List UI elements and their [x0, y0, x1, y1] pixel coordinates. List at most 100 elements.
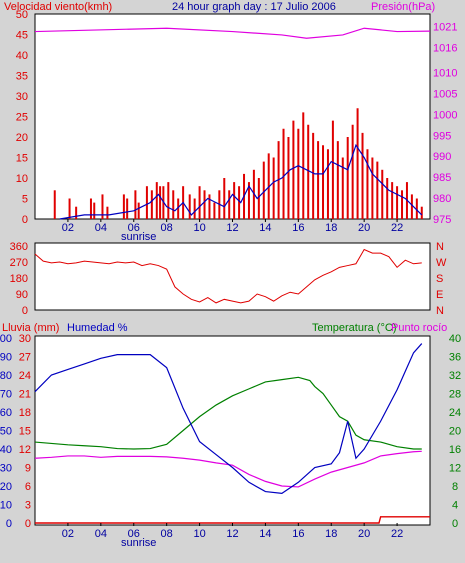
pressure-tick-label: 1016 — [433, 42, 457, 54]
wind-tick-label: 45 — [16, 30, 28, 42]
rain-tick-label: 0 — [25, 518, 31, 530]
x-tick-label: 02 — [62, 528, 74, 540]
pressure-tick-label: 975 — [433, 214, 451, 226]
temp-tick-label: 20 — [449, 426, 461, 438]
x-tick-label: 10 — [193, 222, 205, 234]
rain-tick-label: 18 — [19, 407, 31, 419]
humidity-axis-label: Humedad % — [67, 322, 128, 334]
humidity-tick-label: 60 — [0, 407, 12, 419]
wind-tick-label: 40 — [16, 50, 28, 62]
pressure-tick-label: 1021 — [433, 22, 457, 34]
direction-line — [34, 248, 422, 304]
pressure-tick-label: 1005 — [433, 88, 457, 100]
pressure-line — [34, 27, 431, 39]
humidity-tick-label: 100 — [0, 333, 12, 345]
rain-tick-label: 15 — [19, 426, 31, 438]
rain-tick-label: 12 — [19, 444, 31, 456]
direction-tick-label: 180 — [10, 273, 28, 285]
x-tick-label: 14 — [259, 528, 271, 540]
direction-tick-label: 90 — [16, 289, 28, 301]
x-tick-label: 08 — [161, 222, 173, 234]
x-tick-label: 16 — [292, 528, 304, 540]
x-tick-label: 16 — [292, 222, 304, 234]
wind-tick-label: 5 — [22, 194, 28, 206]
x-tick-label: 04 — [95, 528, 107, 540]
x-tick-label: 18 — [325, 528, 337, 540]
compass-tick-label: S — [436, 273, 443, 285]
temp-axis-label: Temperatura (°C) — [312, 322, 396, 334]
sunrise-label: sunrise — [121, 537, 156, 549]
pressure-tick-label: 980 — [433, 193, 451, 205]
x-tick-label: 06 — [128, 528, 140, 540]
direction-tick-label: 360 — [10, 241, 28, 253]
dewpoint-axis-label: Punto rocío — [391, 322, 447, 334]
compass-tick-label: N — [436, 305, 444, 317]
pressure-tick-label: 985 — [433, 172, 451, 184]
rain-tick-label: 6 — [25, 481, 31, 493]
x-tick-label: 14 — [259, 222, 271, 234]
rain-tick-label: 9 — [25, 463, 31, 475]
temperature-line — [34, 376, 422, 450]
sunrise-label: sunrise — [121, 231, 156, 243]
temp-tick-label: 8 — [452, 481, 458, 493]
wind-lines — [34, 27, 431, 220]
humidity-tick-label: 90 — [0, 352, 12, 364]
wind-tick-label: 50 — [16, 9, 28, 21]
rain-axis-label: Lluvia (mm) — [2, 322, 59, 334]
pressure-tick-label: 1010 — [433, 68, 457, 80]
direction-tick-label: 0 — [22, 305, 28, 317]
humidity-tick-label: 30 — [0, 463, 12, 475]
temp-tick-label: 32 — [449, 370, 461, 382]
wind-plot-area — [34, 13, 431, 220]
temp-series — [34, 343, 430, 524]
x-tick-label: 04 — [95, 222, 107, 234]
direction-series — [34, 248, 422, 304]
compass-tick-label: W — [436, 257, 447, 269]
rain-line — [35, 516, 430, 524]
temp-tick-label: 28 — [449, 389, 461, 401]
wind-tick-label: 10 — [16, 173, 28, 185]
humidity-line — [34, 343, 423, 495]
humidity-tick-label: 70 — [0, 389, 12, 401]
humidity-tick-label: 10 — [0, 500, 12, 512]
wind-bars — [53, 108, 423, 219]
x-tick-label: 20 — [358, 528, 370, 540]
humidity-tick-label: 0 — [6, 518, 12, 530]
rain-tick-label: 21 — [19, 389, 31, 401]
rain-tick-label: 30 — [19, 333, 31, 345]
temp-tick-label: 24 — [449, 407, 461, 419]
chart-title: 24 hour graph day : 17 Julio 2006 — [172, 1, 336, 13]
wind-tick-label: 25 — [16, 112, 28, 124]
rain-tick-label: 24 — [19, 370, 31, 382]
wind-tick-label: 35 — [16, 71, 28, 83]
x-tick-label: 10 — [193, 528, 205, 540]
compass-tick-label: N — [436, 241, 444, 253]
gust-line — [59, 143, 423, 220]
temp-tick-label: 16 — [449, 444, 461, 456]
x-tick-label: 20 — [358, 222, 370, 234]
temp-tick-label: 12 — [449, 463, 461, 475]
direction-tick-label: 270 — [10, 257, 28, 269]
x-tick-label: 12 — [226, 222, 238, 234]
humidity-tick-label: 50 — [0, 426, 12, 438]
wind-tick-label: 30 — [16, 91, 28, 103]
humidity-tick-label: 40 — [0, 444, 12, 456]
pressure-axis-label: Presión(hPa) — [371, 1, 435, 13]
temp-tick-label: 40 — [449, 333, 461, 345]
x-tick-label: 12 — [226, 528, 238, 540]
temp-tick-label: 0 — [452, 518, 458, 530]
x-tick-label: 08 — [161, 528, 173, 540]
temp-plot-area — [34, 335, 431, 526]
x-tick-label: 22 — [391, 528, 403, 540]
wind-tick-label: 15 — [16, 153, 28, 165]
x-tick-label: 06 — [128, 222, 140, 234]
dewpoint-line — [34, 450, 422, 488]
rain-tick-label: 27 — [19, 352, 31, 364]
x-tick-label: 22 — [391, 222, 403, 234]
x-tick-label: 02 — [62, 222, 74, 234]
pressure-tick-label: 1000 — [433, 109, 457, 121]
humidity-tick-label: 20 — [0, 481, 12, 493]
wind-axis-label: Velocidad viento(kmh) — [4, 1, 112, 13]
axis-ticks: 0510152025303540455097598098599099510001… — [0, 9, 461, 549]
